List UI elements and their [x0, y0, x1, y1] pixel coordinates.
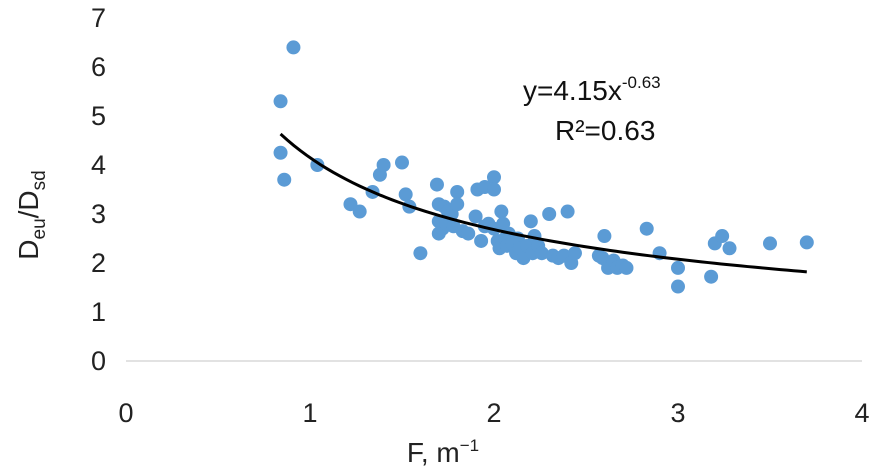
data-point: [799, 235, 814, 250]
data-point: [671, 279, 685, 294]
data-point: [763, 236, 777, 251]
x-tick-label: 2: [486, 398, 501, 428]
data-point: [487, 182, 501, 197]
x-tick-label: 4: [854, 398, 869, 428]
data-point: [286, 40, 301, 55]
y-tick-label: 5: [91, 101, 106, 131]
y-tick-label: 6: [91, 52, 106, 82]
data-point: [277, 172, 292, 187]
x-axis-title: F, m−1: [407, 436, 479, 468]
y-tick-label: 4: [91, 150, 106, 180]
data-point: [352, 204, 367, 219]
data-point: [487, 170, 501, 185]
data-point: [450, 197, 465, 212]
x-tick-label: 0: [118, 398, 133, 428]
data-points: [273, 40, 814, 294]
data-point: [429, 177, 444, 192]
data-point: [273, 94, 288, 109]
data-point: [619, 260, 634, 275]
data-point: [567, 246, 582, 261]
data-point: [722, 241, 737, 256]
data-point: [273, 145, 288, 160]
data-point: [376, 158, 391, 172]
data-point: [450, 184, 465, 199]
data-point: [715, 229, 730, 244]
tick-labels: 0 1 2 3 4 5 6 7 0 1 2 3 4: [91, 3, 870, 428]
x-tick-label: 1: [302, 398, 317, 428]
y-tick-label: 1: [91, 297, 106, 327]
data-point: [534, 246, 549, 261]
data-point: [542, 207, 557, 221]
data-point: [461, 226, 476, 241]
x-tick-label: 3: [670, 398, 685, 428]
r-squared-label: R²=0.63: [555, 115, 655, 146]
data-point: [474, 233, 489, 248]
data-point: [398, 187, 413, 202]
data-point: [494, 204, 509, 219]
data-point: [704, 269, 719, 284]
data-point: [395, 155, 409, 170]
data-point: [671, 260, 685, 275]
data-point: [523, 214, 538, 229]
y-tick-label: 0: [91, 346, 106, 376]
y-axis-title: Deu/Dsd: [13, 170, 50, 259]
data-point: [560, 204, 575, 219]
y-tick-label: 7: [91, 3, 106, 33]
y-axis-title-group: Deu/Dsd: [13, 170, 50, 259]
y-tick-label: 2: [91, 248, 106, 278]
data-point: [468, 209, 483, 224]
data-point: [639, 221, 654, 236]
data-point: [413, 246, 428, 261]
data-point: [597, 229, 612, 244]
trend-equation: y=4.15x-0.63: [523, 73, 661, 106]
y-tick-label: 3: [91, 199, 106, 229]
trendline: [279, 132, 807, 274]
